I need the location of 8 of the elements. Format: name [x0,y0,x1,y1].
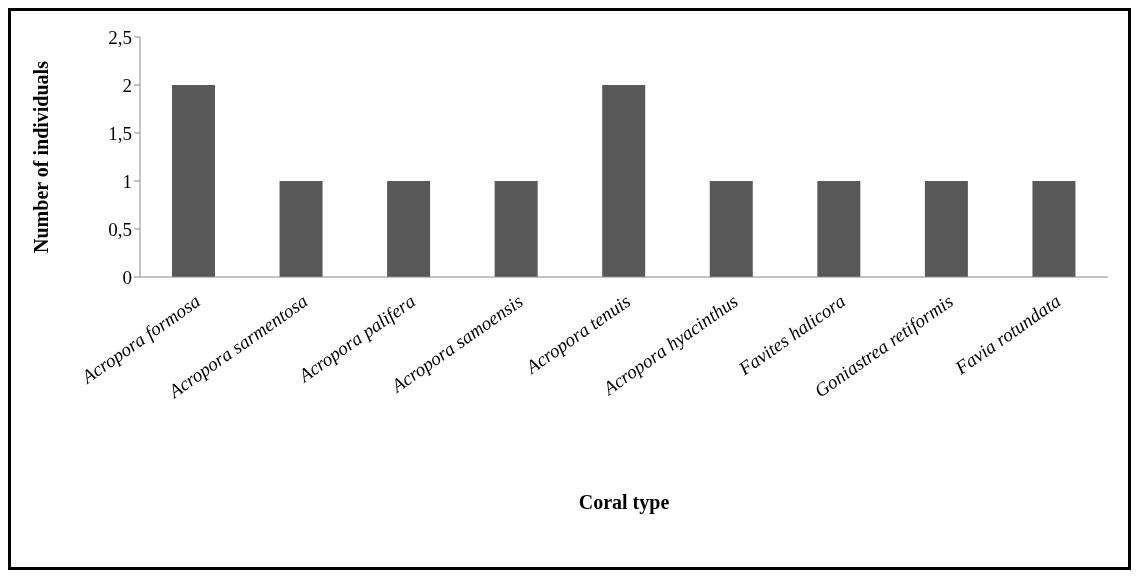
y-tick-label: 0 [122,266,132,288]
y-tick-label: 0,5 [108,218,132,240]
y-axis-title: Number of individuals [30,60,53,253]
x-axis-title: Coral type [578,491,670,514]
y-tick-label: 2 [122,74,132,96]
y-tick-label: 2,5 [108,26,132,48]
y-tick-label: 1 [122,170,132,192]
y-tick-label: 1,5 [108,122,132,144]
